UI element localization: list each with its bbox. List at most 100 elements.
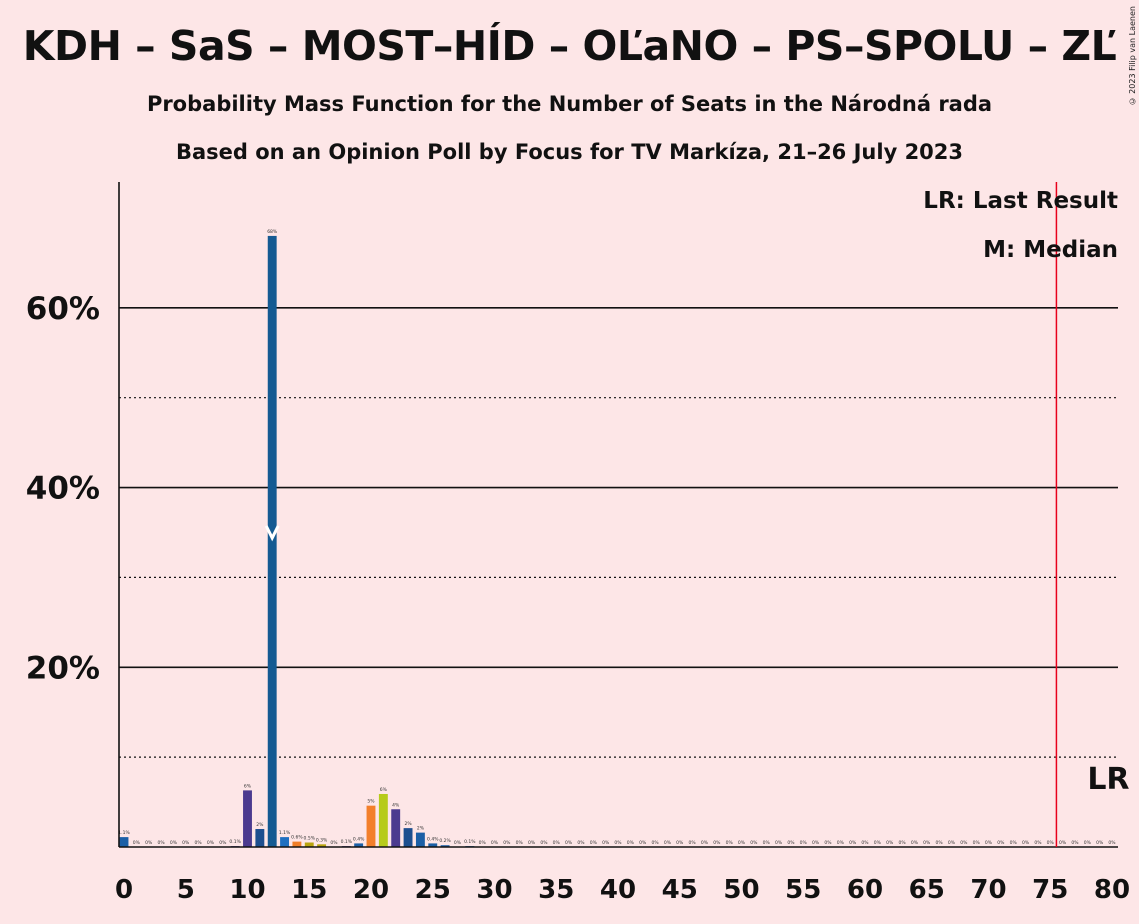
x-tick-40: 40 xyxy=(600,875,636,905)
bar-label-12: 68% xyxy=(267,229,278,235)
bar-label-3: 0% xyxy=(157,840,165,846)
bar-label-13: 1.1% xyxy=(279,830,291,836)
bar-label-68: 0% xyxy=(960,840,968,846)
bar-label-63: 0% xyxy=(898,840,906,846)
x-tick-labels: 0 5 10 15 20 25 30 35 40 45 50 55 60 65 70 75 80 xyxy=(115,875,1130,905)
bar-label-20: 5% xyxy=(367,799,375,805)
data-labels: 1.1%0% 0% 0% 0% 0% 0% 0% 0% 0.1%6%2%68%1.1%0.6% 0… xyxy=(118,229,1116,846)
bar-label-66: 0% xyxy=(936,840,944,846)
bar-22 xyxy=(391,809,401,847)
y-tick-labels: 20% 40% 60% xyxy=(26,291,100,686)
bar-label-64: 0% xyxy=(911,840,919,846)
bar-label-11: 2% xyxy=(256,822,264,828)
bar-label-45: 0% xyxy=(676,840,684,846)
x-tick-65: 65 xyxy=(909,875,945,905)
bar-label-32: 0% xyxy=(516,840,524,846)
bar-label-23: 2% xyxy=(404,821,412,827)
bar-25 xyxy=(428,843,438,847)
bar-24 xyxy=(415,832,425,847)
bar-label-18: 0.1% xyxy=(341,839,353,845)
bar-label-2: 0% xyxy=(145,840,153,846)
bar-15 xyxy=(304,842,314,847)
x-tick-55: 55 xyxy=(785,875,821,905)
chart-subtitle: Probability Mass Function for the Number… xyxy=(146,92,993,116)
x-tick-15: 15 xyxy=(291,875,327,905)
bar-label-9: 0.1% xyxy=(229,839,241,845)
median-marker xyxy=(264,525,280,542)
bar-label-19: 0.4% xyxy=(353,836,365,842)
bar-13 xyxy=(280,837,289,847)
x-tick-5: 5 xyxy=(177,875,195,905)
bar-label-10: 6% xyxy=(244,783,252,789)
bar-label-38: 0% xyxy=(590,840,598,846)
last-result-label: LR xyxy=(1087,762,1129,797)
bar-label-37: 0% xyxy=(577,840,585,846)
x-tick-30: 30 xyxy=(476,875,512,905)
bar-label-8: 0% xyxy=(219,840,227,846)
bar-label-48: 0% xyxy=(713,840,721,846)
bar-label-41: 0% xyxy=(627,840,635,846)
axes xyxy=(118,182,1118,848)
bar-label-57: 0% xyxy=(824,840,832,846)
bar-label-31: 0% xyxy=(503,840,511,846)
bar-label-53: 0% xyxy=(775,840,783,846)
bar-label-78: 0% xyxy=(1084,840,1092,846)
bar-11 xyxy=(255,829,265,847)
bar-label-4: 0% xyxy=(170,840,178,846)
bar-label-65: 0% xyxy=(923,840,931,846)
bar-label-69: 0% xyxy=(973,840,981,846)
bar-0 xyxy=(119,837,129,847)
bar-16 xyxy=(317,844,327,847)
bar-label-76: 0% xyxy=(1059,840,1067,846)
bar-label-26: 0.2% xyxy=(439,838,451,844)
x-tick-35: 35 xyxy=(538,875,574,905)
bar-label-74: 0% xyxy=(1034,840,1042,846)
x-tick-70: 70 xyxy=(970,875,1006,905)
bar-label-27: 0% xyxy=(454,840,462,846)
bar-20 xyxy=(366,805,376,847)
grid-lines xyxy=(119,307,1118,758)
bars xyxy=(119,235,475,847)
bar-label-36: 0% xyxy=(565,840,573,846)
bar-label-79: 0% xyxy=(1096,840,1104,846)
x-tick-45: 45 xyxy=(662,875,698,905)
bar-label-50: 0% xyxy=(738,840,746,846)
bar-12 xyxy=(267,235,277,847)
bar-label-14: 0.6% xyxy=(291,835,303,841)
bar-label-72: 0% xyxy=(1010,840,1018,846)
bar-label-47: 0% xyxy=(701,840,709,846)
bar-label-5: 0% xyxy=(182,840,190,846)
bar-label-71: 0% xyxy=(997,840,1005,846)
bar-label-24: 2% xyxy=(417,826,425,832)
bar-label-77: 0% xyxy=(1071,840,1079,846)
bar-label-17: 0% xyxy=(330,840,338,846)
bar-label-70: 0% xyxy=(985,840,993,846)
bar-label-52: 0% xyxy=(763,840,771,846)
bar-label-58: 0% xyxy=(837,840,845,846)
bar-label-25: 0.4% xyxy=(427,836,439,842)
bar-label-46: 0% xyxy=(689,840,697,846)
legend-last-result: LR: Last Result xyxy=(923,188,1118,214)
bar-label-15: 0.5% xyxy=(304,836,316,842)
bar-26 xyxy=(440,845,450,847)
bar-label-28: 0.1% xyxy=(464,839,476,845)
bar-label-80: 0% xyxy=(1108,840,1116,846)
bar-23 xyxy=(403,828,413,847)
bar-label-40: 0% xyxy=(614,840,622,846)
bar-label-16: 0.3% xyxy=(316,837,328,843)
bar-label-29: 0% xyxy=(479,840,487,846)
x-tick-25: 25 xyxy=(415,875,451,905)
x-tick-0: 0 xyxy=(115,875,133,905)
y-tick-40: 40% xyxy=(26,471,100,507)
bar-label-51: 0% xyxy=(750,840,758,846)
x-tick-75: 75 xyxy=(1032,875,1068,905)
x-tick-60: 60 xyxy=(847,875,883,905)
bar-14 xyxy=(292,841,302,847)
x-tick-20: 20 xyxy=(353,875,389,905)
x-tick-80: 80 xyxy=(1094,875,1130,905)
bar-label-33: 0% xyxy=(528,840,536,846)
bar-label-39: 0% xyxy=(602,840,610,846)
bar-19 xyxy=(354,843,364,847)
bar-label-60: 0% xyxy=(861,840,869,846)
